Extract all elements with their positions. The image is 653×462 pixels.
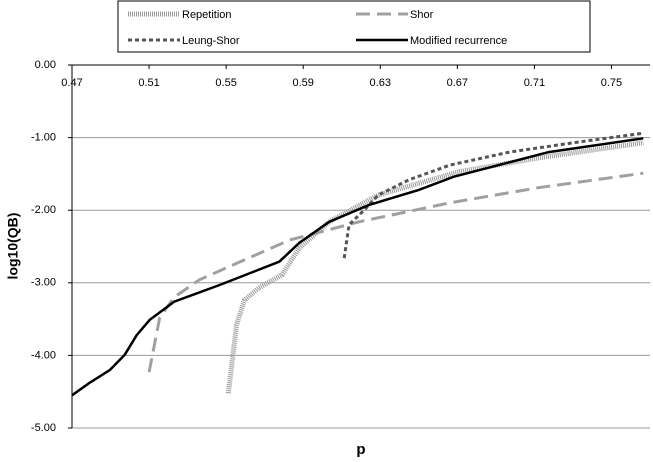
- series-line: [225, 140, 644, 394]
- legend-label: Leung-Shor: [182, 35, 240, 47]
- legend-box: [117, 0, 591, 53]
- x-tick-label: 0.51: [138, 77, 159, 89]
- x-tick-label: 0.63: [370, 77, 391, 89]
- x-tick-label: 0.59: [292, 77, 313, 89]
- x-tick-label: 0.71: [524, 77, 545, 89]
- y-tick-label: -3.00: [31, 277, 56, 289]
- legend-label: Modified recurrence: [410, 35, 507, 47]
- y-tick-label: -1.00: [31, 132, 56, 144]
- y-tick-label: -2.00: [31, 204, 56, 216]
- y-tick-label: 0.00: [35, 59, 56, 71]
- x-tick-label: 0.47: [61, 77, 82, 89]
- y-tick-label: -5.00: [31, 422, 56, 434]
- legend-label: Shor: [410, 9, 434, 21]
- y-tick-label: -4.00: [31, 349, 56, 361]
- series-line: [342, 131, 644, 259]
- series-line: [147, 171, 644, 373]
- x-tick-label: 0.75: [601, 77, 622, 89]
- x-tick-label: 0.55: [215, 77, 236, 89]
- x-tick-label: 0.67: [447, 77, 468, 89]
- legend-label: Repetition: [182, 9, 232, 21]
- series-line: [71, 137, 644, 397]
- y-axis-label: log10(QB): [5, 213, 21, 280]
- x-axis-label: p: [356, 441, 365, 458]
